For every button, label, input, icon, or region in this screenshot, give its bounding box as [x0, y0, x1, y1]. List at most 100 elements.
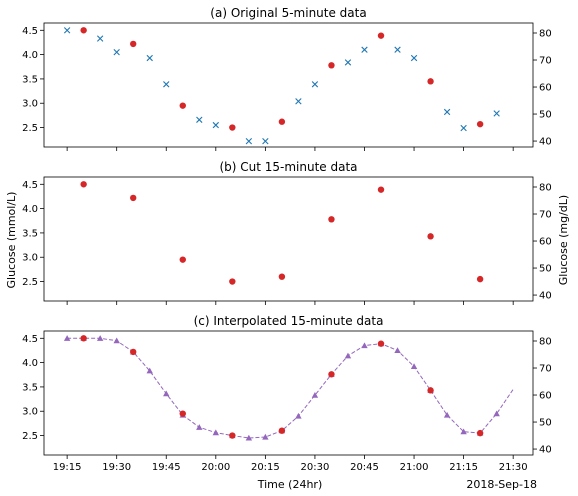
date-label: 2018-Sep-18 — [466, 478, 537, 491]
y-tick-label-left: 3.5 — [22, 382, 38, 393]
data-point — [229, 124, 236, 131]
data-point — [476, 120, 484, 128]
y-tick-label-right: 60 — [539, 83, 552, 94]
x-tick-label: 19:45 — [152, 462, 181, 473]
chart-title: (b) Cut 15-minute data — [219, 160, 357, 174]
y-tick-label-right: 60 — [539, 391, 552, 402]
data-point — [328, 216, 335, 223]
data-point — [179, 256, 186, 263]
y-tick-label-left: 4.0 — [22, 50, 38, 61]
data-point — [361, 46, 368, 53]
data-point — [63, 27, 71, 34]
data-point — [311, 391, 319, 398]
data-point — [278, 273, 286, 280]
y-tick-label-right: 80 — [539, 336, 552, 347]
y-tick-label-right: 80 — [539, 182, 552, 193]
series-line — [67, 337, 514, 439]
y-tick-label-left: 2.5 — [22, 277, 38, 288]
data-point — [63, 335, 71, 341]
data-point — [460, 124, 467, 132]
data-point — [295, 98, 302, 105]
data-point — [493, 110, 500, 117]
data-point — [96, 335, 104, 341]
chart-title: (a) Original 5-minute data — [210, 6, 366, 20]
chart-title: (c) Interpolated 15-minute data — [194, 314, 384, 328]
x-tick-label: 21:30 — [499, 462, 528, 473]
data-point — [229, 278, 236, 285]
data-point — [130, 348, 137, 356]
y-tick-label-right: 70 — [539, 364, 552, 375]
left-y-axis-label: Glucose (mmol/L) — [5, 192, 18, 289]
data-point — [146, 367, 153, 374]
x-axis-label: Time (24hr) — [257, 478, 323, 491]
data-point — [328, 62, 335, 69]
data-point — [130, 40, 137, 48]
data-point — [344, 59, 352, 66]
chart-panel-1: (a) Original 5-minute data 2.5 3.0 3.5 4.0 4.… — [22, 6, 552, 151]
data-point — [196, 424, 203, 430]
x-tick-label: 20:45 — [350, 462, 379, 473]
y-tick-label-left: 2.5 — [22, 431, 38, 442]
data-point — [245, 137, 253, 145]
x-tick-label: 19:15 — [53, 462, 82, 473]
chart-panel-3: (c) Interpolated 15-minute data 2.5 3.0 3.5… — [22, 314, 552, 473]
chart-panel-2: (b) Cut 15-minute data 2.5 3.0 3.5 4.0 4.5 40 5… — [22, 160, 552, 305]
plot-frame — [43, 176, 534, 302]
data-point — [295, 412, 302, 419]
x-tick-label: 19:30 — [102, 462, 131, 473]
y-tick-label-right: 40 — [539, 137, 552, 148]
data-point — [476, 275, 484, 283]
y-tick-label-left: 4.0 — [22, 204, 38, 215]
y-tick-label-right: 40 — [539, 445, 552, 456]
y-tick-label-left: 3.5 — [22, 74, 38, 85]
y-tick-label-left: 4.0 — [22, 358, 38, 369]
data-point — [394, 46, 401, 53]
data-point — [146, 54, 153, 62]
y-tick-label-right: 50 — [539, 110, 552, 121]
data-point — [328, 371, 335, 378]
data-point — [212, 429, 220, 436]
data-point — [245, 434, 253, 441]
data-point — [163, 390, 170, 397]
data-point — [377, 186, 385, 193]
y-tick-label-left: 4.5 — [22, 180, 38, 191]
y-tick-label-right: 50 — [539, 418, 552, 429]
data-point — [361, 342, 368, 349]
y-tick-label-right: 40 — [539, 291, 552, 302]
series-1 — [80, 181, 484, 285]
data-point — [410, 363, 418, 370]
x-tick-label: 21:00 — [400, 462, 429, 473]
data-point — [113, 337, 120, 344]
plot-frame — [43, 22, 534, 148]
data-point — [460, 428, 467, 435]
data-point — [410, 54, 418, 62]
data-point — [344, 352, 352, 359]
data-point — [427, 387, 434, 394]
data-point — [212, 121, 219, 129]
data-point — [427, 78, 434, 85]
y-tick-label-right: 80 — [539, 28, 552, 39]
x-tick-label: 20:15 — [251, 462, 280, 473]
data-point — [179, 410, 186, 417]
data-point — [476, 429, 484, 437]
data-point — [427, 233, 434, 240]
x-tick-label: 21:15 — [449, 462, 478, 473]
y-tick-label-right: 50 — [539, 264, 552, 275]
data-point — [80, 181, 87, 188]
data-point — [80, 335, 87, 342]
data-point — [179, 102, 186, 109]
data-point — [113, 48, 120, 56]
y-tick-label-left: 3.0 — [22, 253, 38, 264]
data-point — [311, 81, 319, 88]
data-point — [278, 427, 286, 434]
data-point — [443, 411, 451, 418]
data-point — [493, 410, 500, 417]
data-point — [394, 347, 401, 354]
data-point — [377, 32, 385, 39]
x-tick-label: 20:00 — [201, 462, 230, 473]
y-tick-label-left: 3.0 — [22, 407, 38, 418]
y-tick-label-left: 4.5 — [22, 26, 38, 37]
series-1 — [63, 27, 500, 145]
data-point — [377, 340, 385, 347]
